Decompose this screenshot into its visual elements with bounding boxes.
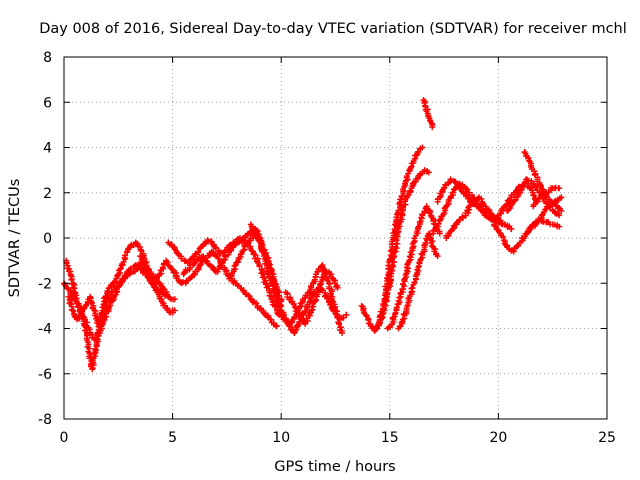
data-point-marker: [240, 247, 247, 254]
data-point-marker: [290, 301, 297, 307]
data-point-marker: [260, 271, 267, 278]
data-point-marker: [264, 313, 271, 320]
data-point-marker: [445, 232, 452, 239]
data-point-marker: [419, 251, 426, 258]
x-tick-label: 25: [598, 430, 616, 446]
data-point-marker: [231, 263, 238, 269]
data-point-marker: [384, 290, 391, 296]
data-point-marker: [435, 220, 442, 227]
y-tick-label: -2: [38, 276, 52, 292]
data-point-marker: [514, 242, 521, 249]
data-point-marker: [166, 308, 173, 315]
data-point-marker: [434, 253, 441, 260]
data-point-marker: [268, 316, 274, 323]
data-point-marker: [498, 220, 505, 227]
data-point-marker: [404, 192, 411, 199]
data-point-marker: [510, 248, 517, 255]
data-point-marker: [469, 198, 476, 205]
data-point-marker: [220, 257, 227, 264]
x-tick-label: 10: [272, 430, 290, 446]
y-tick-label: -6: [38, 367, 52, 383]
y-tick-label: -4: [38, 322, 52, 338]
data-point-marker: [400, 204, 406, 211]
axis-ticks: 0 5 10 15 20 25 -8 -6 -4 -2 0 2 4 6 8: [38, 50, 616, 446]
data-point-marker: [94, 336, 100, 343]
data-point-marker: [314, 288, 321, 295]
data-point-marker: [500, 237, 507, 244]
data-point-marker: [339, 330, 345, 336]
data-point-marker: [273, 323, 280, 330]
data-point-marker: [203, 257, 210, 264]
x-tick-label: 15: [381, 430, 399, 446]
data-point-marker: [466, 203, 473, 210]
data-point-marker: [409, 285, 416, 291]
data-point-marker: [89, 365, 96, 372]
data-point-marker: [256, 263, 263, 270]
data-point-marker: [539, 212, 545, 219]
data-point-marker: [111, 279, 118, 286]
data-point-marker: [87, 298, 94, 305]
data-point-marker: [558, 207, 565, 214]
y-tick-label: 0: [43, 231, 52, 247]
data-point-marker: [293, 322, 300, 329]
data-point-marker: [436, 230, 443, 237]
y-tick-label: -8: [38, 412, 52, 428]
data-point-marker: [241, 243, 248, 250]
data-point-marker: [343, 311, 350, 318]
data-point-marker: [171, 296, 178, 303]
data-point-marker: [505, 197, 512, 204]
data-point-marker: [171, 307, 178, 314]
data-point-marker: [465, 189, 472, 196]
y-tick-label: 8: [43, 50, 52, 66]
data-point-marker: [556, 223, 563, 230]
data-point-marker: [295, 321, 302, 328]
data-point-marker: [407, 164, 414, 171]
data-point-marker: [419, 144, 426, 151]
data-point-marker: [166, 294, 173, 301]
data-point-marker: [381, 301, 388, 308]
y-tick-label: 2: [43, 186, 52, 202]
x-axis-label: GPS time / hours: [274, 459, 395, 475]
data-point-marker: [478, 195, 485, 202]
x-tick-label: 0: [60, 430, 69, 446]
x-tick-label: 5: [168, 430, 177, 446]
data-point-marker: [459, 213, 466, 220]
data-point-marker: [334, 284, 341, 291]
data-point-marker: [215, 255, 222, 262]
data-point-marker: [248, 224, 255, 231]
data-point-marker: [127, 265, 134, 272]
data-point-marker: [556, 212, 563, 219]
chart-title: Day 008 of 2016, Sidereal Day-to-day VTE…: [39, 21, 627, 37]
data-point-marker: [392, 243, 399, 250]
data-point-marker: [252, 252, 259, 259]
data-point-marker: [156, 280, 163, 287]
data-point-marker: [222, 253, 228, 260]
data-point-marker: [398, 193, 405, 200]
data-point-marker: [425, 169, 432, 176]
data-point-marker: [394, 240, 401, 247]
data-point-marker: [391, 259, 397, 265]
data-point-marker: [428, 239, 435, 246]
data-point-marker: [309, 290, 316, 297]
data-point-marker: [558, 194, 565, 201]
data-point-marker: [429, 124, 436, 131]
data-point-marker: [407, 254, 414, 261]
data-point-marker: [204, 237, 211, 244]
data-point-marker: [556, 185, 563, 192]
data-point-marker: [393, 304, 400, 311]
data-point-marker: [508, 225, 515, 232]
y-axis-label: SDTVAR / TECUs: [7, 179, 23, 298]
data-point-marker: [101, 317, 108, 323]
data-point-marker: [332, 310, 339, 317]
data-point-marker: [122, 252, 129, 259]
data-points: [61, 97, 565, 373]
data-point-marker: [315, 285, 322, 292]
x-tick-label: 20: [489, 430, 507, 446]
data-point-marker: [336, 320, 342, 327]
y-tick-label: 6: [43, 95, 52, 111]
y-tick-label: 4: [43, 141, 52, 157]
data-point-marker: [174, 250, 181, 257]
